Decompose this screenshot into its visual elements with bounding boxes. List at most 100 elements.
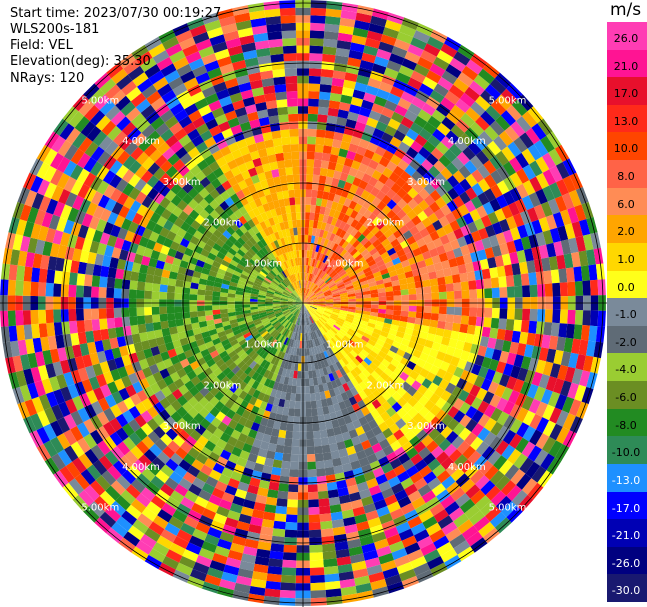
velocity-gate xyxy=(121,121,137,137)
velocity-gate xyxy=(352,264,362,272)
velocity-gate xyxy=(296,378,301,387)
velocity-gate xyxy=(355,170,365,180)
velocity-gate xyxy=(307,484,318,493)
velocity-gate xyxy=(175,447,188,460)
velocity-gate xyxy=(234,488,248,500)
velocity-gate xyxy=(361,314,370,319)
range-label: 2.00km xyxy=(204,218,242,229)
velocity-gate xyxy=(273,278,280,285)
velocity-gate xyxy=(438,215,450,228)
colorbar-swatch xyxy=(607,463,647,492)
velocity-gate xyxy=(325,248,332,257)
velocity-gate xyxy=(339,270,347,278)
velocity-gate xyxy=(123,196,136,209)
velocity-gate xyxy=(295,289,300,297)
velocity-gate xyxy=(285,312,292,318)
velocity-gate xyxy=(396,348,406,358)
velocity-gate xyxy=(349,274,358,281)
velocity-gate xyxy=(376,376,386,386)
velocity-gate xyxy=(489,198,502,212)
velocity-gate xyxy=(453,513,469,528)
velocity-gate xyxy=(118,249,129,261)
velocity-gate xyxy=(298,288,302,296)
velocity-gate xyxy=(314,361,319,370)
velocity-gate xyxy=(96,350,107,364)
velocity-gate xyxy=(394,554,411,568)
velocity-gate xyxy=(213,281,222,288)
velocity-gate xyxy=(535,271,545,285)
velocity-gate xyxy=(277,334,284,342)
velocity-gate xyxy=(412,401,424,413)
velocity-gate xyxy=(274,145,284,154)
velocity-gate xyxy=(380,346,390,355)
velocity-gate xyxy=(281,281,288,288)
velocity-gate xyxy=(228,235,238,244)
velocity-gate xyxy=(387,93,401,105)
velocity-gate xyxy=(189,164,202,177)
velocity-gate xyxy=(288,297,296,301)
velocity-gate xyxy=(360,406,371,417)
velocity-gate xyxy=(384,354,394,364)
velocity-gate xyxy=(241,329,250,336)
velocity-gate xyxy=(299,257,302,266)
velocity-gate xyxy=(219,296,228,301)
velocity-gate xyxy=(537,284,546,297)
velocity-gate xyxy=(166,230,177,241)
velocity-gate xyxy=(366,564,383,576)
velocity-gate xyxy=(263,0,280,11)
velocity-gate xyxy=(122,155,136,170)
velocity-gate xyxy=(197,294,205,301)
velocity-gate xyxy=(250,578,267,589)
velocity-gate xyxy=(310,324,315,332)
velocity-gate xyxy=(404,327,414,336)
velocity-gate xyxy=(264,170,273,180)
velocity-gate xyxy=(495,361,507,374)
velocity-gate xyxy=(163,262,173,272)
velocity-gate xyxy=(548,256,559,271)
velocity-gate xyxy=(333,305,341,308)
velocity-gate xyxy=(247,219,256,229)
velocity-gate xyxy=(330,346,338,355)
velocity-gate xyxy=(332,336,340,344)
velocity-gate xyxy=(441,336,451,346)
velocity-gate xyxy=(153,401,165,414)
velocity-gate xyxy=(241,186,251,197)
velocity-gate xyxy=(429,63,446,77)
velocity-gate xyxy=(329,504,342,514)
velocity-gate xyxy=(363,345,372,354)
velocity-gate xyxy=(306,431,314,440)
velocity-gate xyxy=(167,153,180,166)
velocity-gate xyxy=(407,396,419,408)
velocity-gate xyxy=(310,274,315,282)
velocity-gate xyxy=(233,329,242,336)
velocity-gate xyxy=(513,238,524,252)
velocity-gate xyxy=(370,308,379,313)
velocity-gate xyxy=(363,471,376,482)
velocity-gate xyxy=(336,155,346,165)
velocity-gate xyxy=(279,263,285,271)
velocity-gate xyxy=(152,275,162,285)
velocity-gate xyxy=(284,60,297,69)
velocity-gate xyxy=(109,174,122,189)
velocity-gate xyxy=(100,265,110,278)
velocity-gate xyxy=(288,267,293,275)
velocity-gate xyxy=(346,216,355,226)
velocity-gate xyxy=(341,357,350,366)
velocity-gate xyxy=(250,298,258,302)
velocity-gate xyxy=(316,468,326,477)
velocity-gate xyxy=(260,385,269,394)
velocity-gate xyxy=(354,253,364,262)
velocity-gate xyxy=(283,445,292,454)
velocity-gate xyxy=(424,339,434,349)
velocity-gate xyxy=(582,234,594,251)
velocity-gate xyxy=(494,384,506,398)
velocity-gate xyxy=(436,50,454,64)
velocity-gate xyxy=(490,421,504,436)
velocity-gate xyxy=(243,331,252,339)
velocity-gate xyxy=(283,221,290,230)
velocity-gate xyxy=(236,283,245,289)
velocity-gate xyxy=(268,284,277,290)
velocity-gate xyxy=(528,192,541,208)
velocity-gate xyxy=(489,327,499,339)
velocity-gate xyxy=(2,341,13,359)
